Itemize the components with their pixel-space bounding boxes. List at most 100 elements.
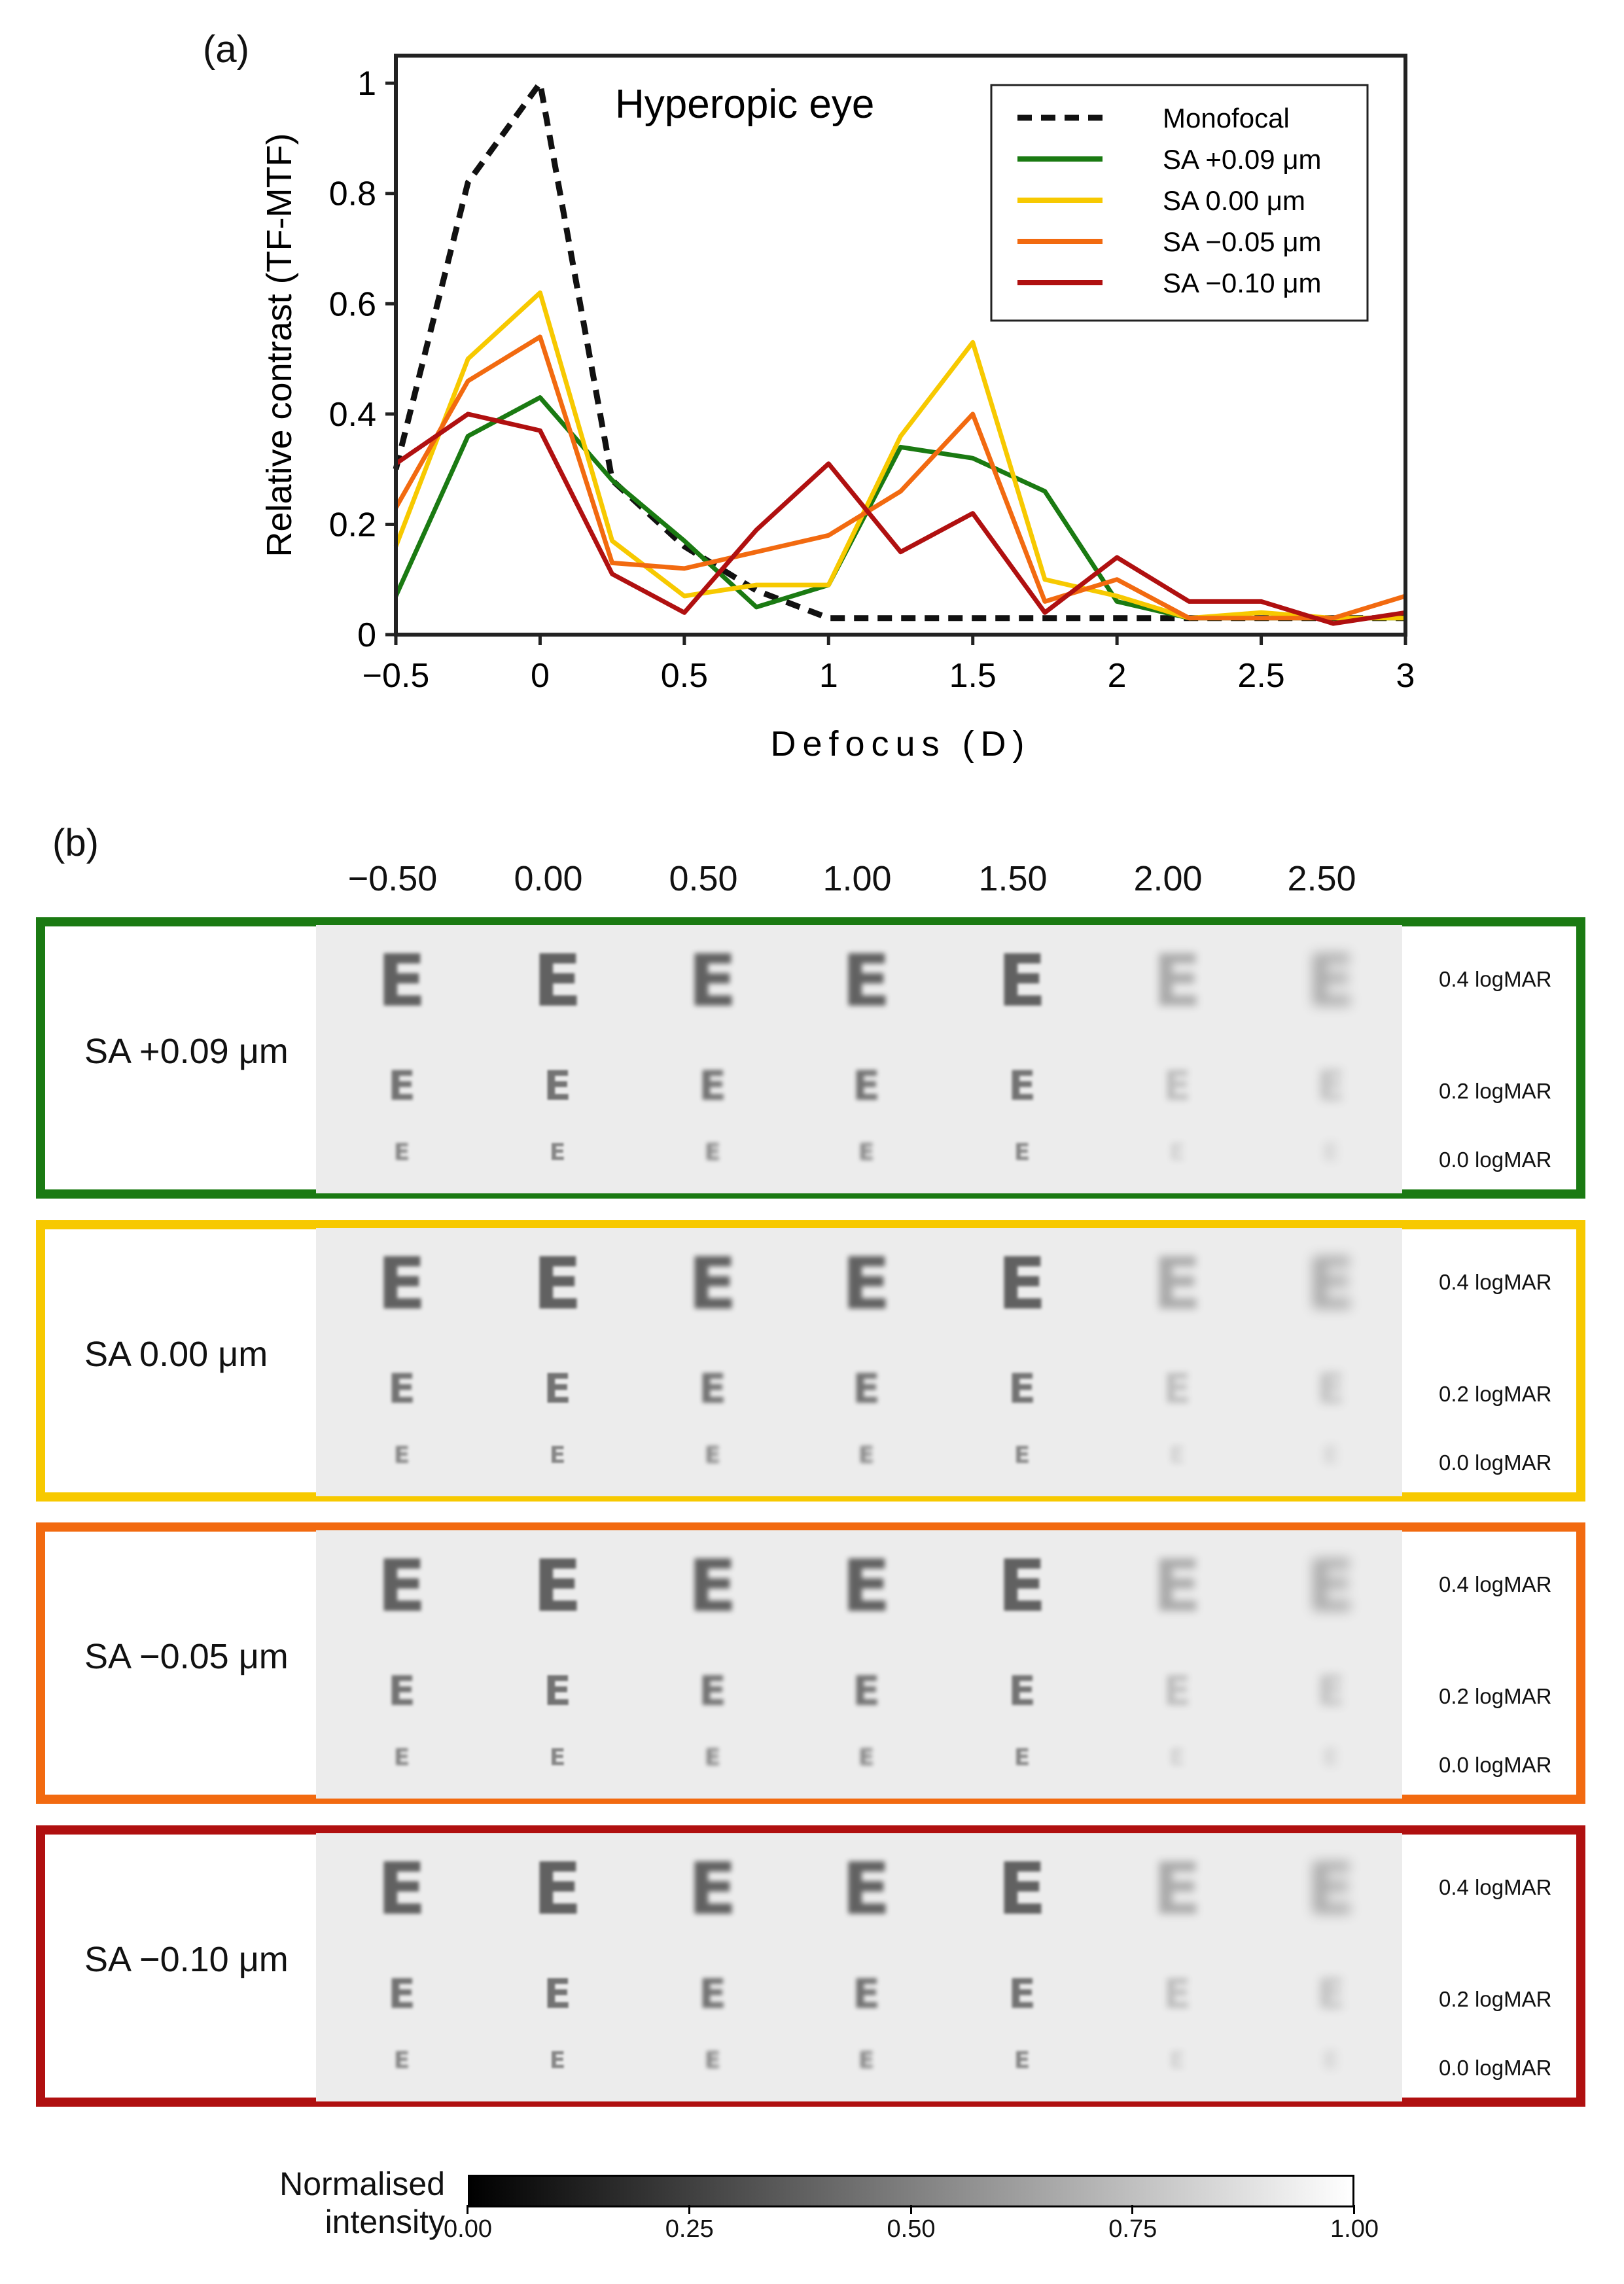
optotype-e-small: E [1014, 1139, 1031, 1166]
x-tick-label: 0.5 [661, 657, 708, 695]
x-tick-label: 0 [531, 657, 550, 695]
optotype-e-mid: E [387, 1365, 416, 1413]
optotype-e-small: E [704, 1139, 721, 1166]
optotype-e-small: E [858, 1744, 875, 1771]
optotype-e-mid: E [698, 1365, 727, 1413]
defocus-header: 0.00 [514, 859, 583, 898]
optotype-e-small: E [858, 2047, 875, 2074]
optotype-e-small: E [858, 1442, 875, 1469]
optotype-e-mid: E [852, 1062, 881, 1110]
optotype-e-large: E [1152, 1544, 1202, 1628]
optotype-e-large: E [1152, 1847, 1202, 1931]
optotype-e-small: E [549, 2047, 566, 2074]
optotype-e-large: E [533, 1544, 582, 1628]
logmar-row-label: 0.0 logMAR [1439, 2056, 1552, 2080]
x-tick-label: 3 [1396, 657, 1415, 695]
x-tick-label: 1.5 [949, 657, 997, 695]
optotype-e-small: E [1014, 1442, 1031, 1469]
optotype-e-mid: E [852, 1365, 881, 1413]
sa-panel-label: SA +0.09 μm [84, 1032, 289, 1071]
logmar-row-label: 0.2 logMAR [1439, 1382, 1552, 1406]
x-axis-label: Defocus (D) [770, 724, 1031, 764]
optotype-e-mid: E [852, 1667, 881, 1715]
optotype-e-large: E [1306, 1242, 1356, 1326]
x-tick-label: 2.5 [1237, 657, 1284, 695]
defocus-header: 2.50 [1287, 859, 1356, 898]
sa-panel-label: SA 0.00 μm [84, 1335, 268, 1374]
optotype-e-mid: E [1163, 1062, 1192, 1110]
optotype-e-large: E [377, 939, 427, 1023]
series-line-1 [393, 395, 1405, 621]
logmar-row-label: 0.2 logMAR [1439, 1079, 1552, 1103]
optotype-e-small: E [1322, 1744, 1339, 1771]
optotype-e-large: E [377, 1847, 427, 1931]
defocus-header: −0.50 [347, 859, 438, 898]
optotype-e-mid: E [543, 1970, 572, 2018]
chart-title: Hyperopic eye [615, 82, 874, 127]
defocus-header: 2.00 [1133, 859, 1203, 898]
logmar-row-label: 0.4 logMAR [1439, 1572, 1552, 1596]
optotype-e-mid: E [1316, 1970, 1345, 2018]
legend-label-4: SA −0.10 μm [1163, 268, 1322, 298]
colorbar-gradient [468, 2175, 1354, 2207]
optotype-e-mid: E [543, 1667, 572, 1715]
colorbar-title: Normalised intensity [209, 2166, 445, 2241]
colorbar-tick-mark [909, 2205, 912, 2214]
sa-panel-label: SA −0.05 μm [84, 1637, 289, 1676]
optotype-e-large: E [841, 939, 891, 1023]
y-tick-label: 0.4 [329, 396, 376, 434]
logmar-row-label: 0.4 logMAR [1439, 1875, 1552, 1899]
optotype-e-large: E [1306, 1847, 1356, 1931]
optotype-e-large: E [533, 1847, 582, 1931]
optotype-e-small: E [858, 1139, 875, 1166]
colorbar-tick-label: 1.00 [1330, 2215, 1379, 2243]
optotype-e-large: E [841, 1847, 891, 1931]
optotype-e-large: E [688, 939, 737, 1023]
optotype-e-mid: E [1316, 1365, 1345, 1413]
optotype-e-mid: E [698, 1667, 727, 1715]
x-tick-label: 2 [1108, 657, 1127, 695]
optotype-e-small: E [393, 1442, 410, 1469]
optotype-e-mid: E [1008, 1970, 1036, 2018]
colorbar-tick-label: 0.00 [444, 2215, 492, 2243]
optotype-e-mid: E [1316, 1667, 1345, 1715]
sa-panel: E E E E E E E E E E E E E E E E E E E E E SA −0.05 μm 0.4 logM… [36, 1522, 1585, 1804]
y-tick-label: 0.2 [329, 506, 376, 544]
optotype-e-large: E [1306, 1544, 1356, 1628]
optotype-e-small: E [393, 2047, 410, 2074]
optotype-e-large: E [997, 1544, 1047, 1628]
optotype-e-small: E [549, 1744, 566, 1771]
optotype-e-mid: E [1008, 1062, 1036, 1110]
optotype-e-small: E [549, 1442, 566, 1469]
legend-label-3: SA −0.05 μm [1163, 226, 1322, 257]
defocus-header: 1.00 [822, 859, 892, 898]
legend-label-0: Monofocal [1163, 103, 1290, 133]
optotype-e-mid: E [1008, 1667, 1036, 1715]
y-tick-label: 1 [357, 65, 376, 103]
optotype-e-large: E [841, 1242, 891, 1326]
optotype-e-mid: E [387, 1062, 416, 1110]
optotype-e-mid: E [387, 1667, 416, 1715]
optotype-e-small: E [704, 2047, 721, 2074]
y-axis-label: Relative contrast (TF-MTF) [260, 133, 299, 557]
